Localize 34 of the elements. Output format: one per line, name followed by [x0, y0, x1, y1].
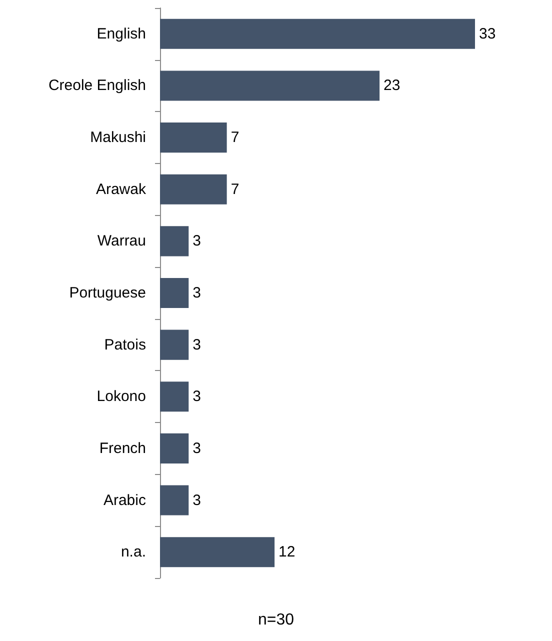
- bar: [160, 226, 189, 256]
- data-label: 3: [192, 388, 201, 406]
- data-label: 7: [230, 129, 240, 146]
- bar: [160, 433, 189, 464]
- y-tick-label: Arabic: [103, 492, 146, 509]
- data-label: 3: [192, 440, 201, 457]
- data-label: 33: [479, 25, 496, 42]
- bar: [160, 70, 380, 101]
- bar: [160, 278, 189, 308]
- y-tick-label: Patois: [104, 336, 146, 354]
- text: n=30: [258, 612, 294, 628]
- y-tick-label: Makushi: [90, 129, 146, 146]
- data-label: 3: [192, 336, 201, 354]
- y-tick-label: Portuguese: [69, 284, 146, 302]
- data-label: 12: [278, 544, 296, 561]
- data-label: 3: [192, 492, 201, 509]
- data-label: 3: [192, 232, 201, 250]
- bar: [160, 174, 227, 204]
- y-tick-label: English: [96, 25, 146, 42]
- y-tick-label: Lokono: [96, 388, 146, 406]
- data-label: 3: [192, 284, 201, 302]
- bar: [160, 18, 475, 49]
- y-tick-label: Creole English: [48, 77, 146, 94]
- data-label: 23: [384, 77, 400, 94]
- bar: [160, 537, 275, 568]
- data-label: 7: [230, 180, 240, 198]
- bar: [160, 330, 189, 360]
- y-tick-label: n.a.: [120, 544, 146, 561]
- y-tick-label: Arawak: [96, 180, 146, 198]
- bar: [160, 485, 189, 516]
- bar: [160, 382, 189, 412]
- y-tick-label: French: [99, 440, 146, 457]
- y-tick-label: Warrau: [97, 232, 146, 250]
- bar: [160, 122, 227, 153]
